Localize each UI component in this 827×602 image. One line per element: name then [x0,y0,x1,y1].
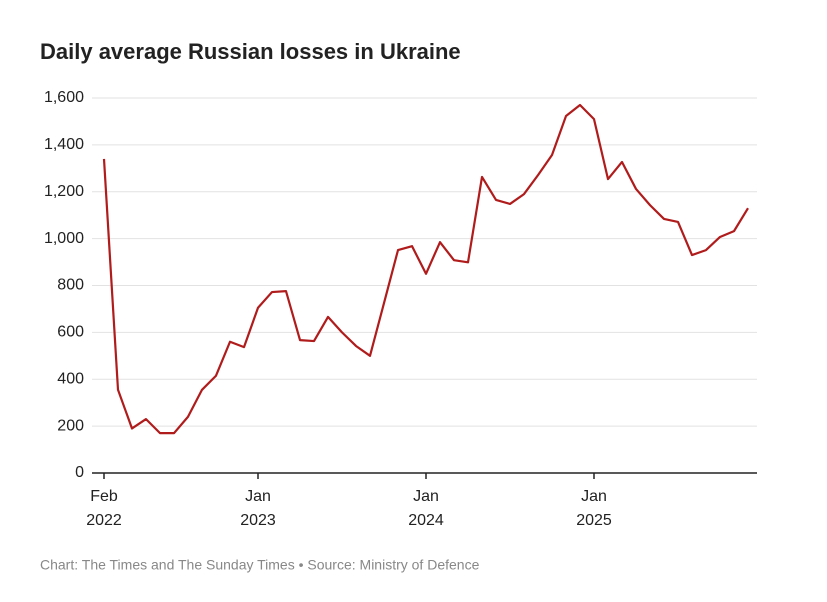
y-tick-label: 400 [57,370,84,387]
x-tick-label: Jan 2025 [576,488,612,529]
x-tick-label: Feb 2022 [86,488,122,529]
source-note: Chart: The Times and The Sunday Times • … [40,557,480,573]
y-tick-label: 0 [75,464,84,481]
y-tick-label: 1,400 [44,136,84,153]
y-tick-label: 600 [57,324,84,341]
y-tick-label: 1,200 [44,183,84,200]
data-line [102,103,749,435]
y-tick-label: 1,000 [44,230,84,247]
x-tick-label: Jan 2024 [408,488,444,529]
chart-title: Daily average Russian losses in Ukraine [40,39,461,64]
x-tick-label: Jan 2023 [240,488,276,529]
y-tick-label: 1,600 [44,89,84,106]
y-tick-label: 200 [57,417,84,434]
y-tick-label: 800 [57,277,84,294]
